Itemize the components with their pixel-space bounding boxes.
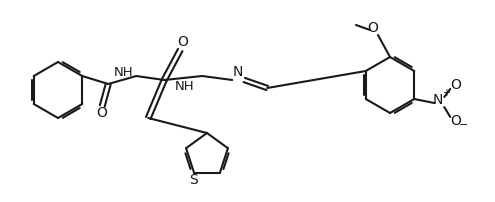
Text: O: O — [450, 78, 461, 92]
Text: −: − — [458, 120, 468, 130]
Text: NH: NH — [113, 66, 133, 80]
Text: S: S — [189, 173, 198, 187]
Text: NH: NH — [174, 80, 194, 93]
Text: O: O — [96, 106, 107, 120]
Text: N: N — [233, 65, 244, 79]
Text: O: O — [177, 35, 188, 49]
Text: +: + — [442, 88, 450, 98]
Text: O: O — [450, 114, 461, 128]
Text: O: O — [368, 21, 379, 35]
Text: N: N — [433, 93, 444, 107]
